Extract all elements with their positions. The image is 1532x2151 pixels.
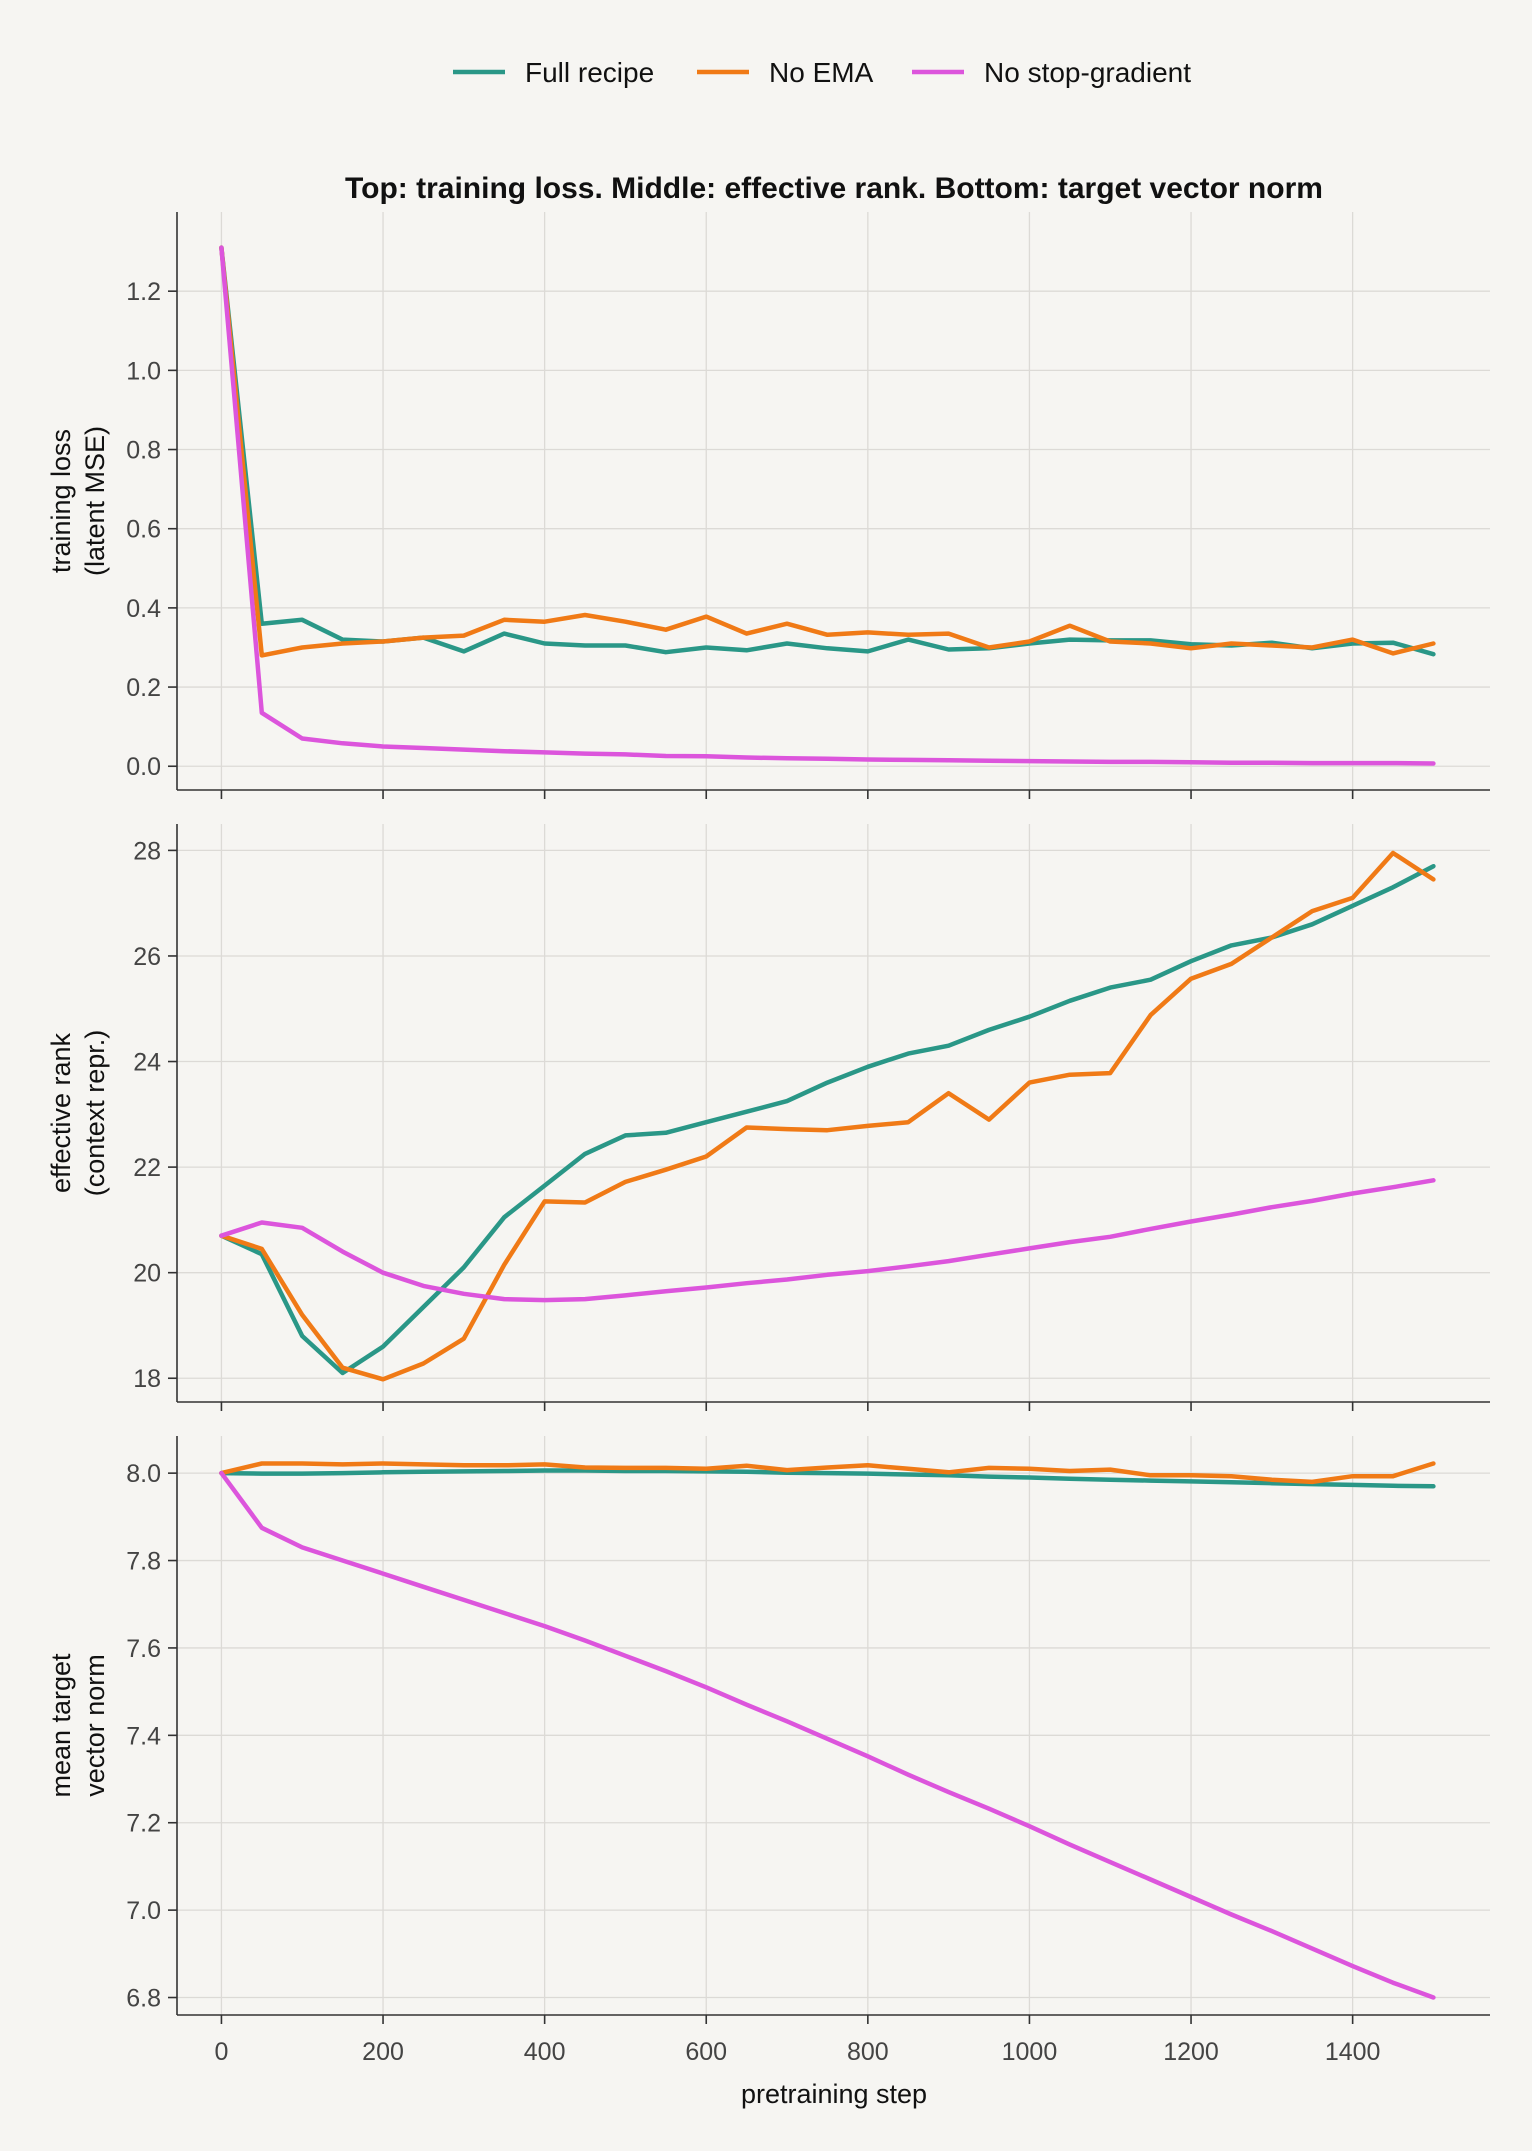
x-tick-label-0: 0 [214,2038,228,2066]
legend: Full recipe No EMA No stop-gradient [453,57,1191,88]
panel-1-ytick-label-2: 22 [133,1154,161,1182]
panel-1: 18 20 22 24 26 28 effective rank (context repr.… [46,824,1490,1411]
panel-2-y-axis-label-line-0: mean target [46,1653,76,1798]
panel-0-ytick-label-2: 0.4 [126,595,161,623]
panel-1-series-no-stop-gradient [219,1178,1436,1303]
panel-0: 0.0 0.2 0.4 0.6 0.8 1.0 1.2 training loss (laten… [46,212,1490,799]
panel-1-ytick-label-4: 26 [133,943,161,971]
panel-0-y-axis-label-line-1: (latent MSE) [80,426,110,576]
legend-label-0: Full recipe [525,57,654,88]
panel-2-y-axis-label: mean target vector norm [46,1653,110,1798]
panel-1-series-no-ema [219,850,1436,1382]
panel-1-y-axis-label: effective rank (context repr.) [46,1030,110,1197]
chart-title: Top: training loss. Middle: effective ra… [345,172,1323,205]
panel-0-y-axis-label: training loss (latent MSE) [46,426,110,576]
panels: 0.0 0.2 0.4 0.6 0.8 1.0 1.2 training loss (laten… [46,212,1490,2066]
panel-1-ytick-label-0: 18 [133,1365,161,1393]
panel-1-ytick-label-3: 24 [133,1049,161,1077]
panel-1-ytick-label-1: 20 [133,1260,161,1288]
x-tick-label-6: 1200 [1163,2038,1219,2066]
panel-2: 6.8 7.0 7.2 7.4 7.6 7.8 8.0 0 200 400 600 800 1000 12… [46,1436,1490,2066]
x-tick-label-3: 600 [685,2038,727,2066]
panel-2-series-no-stop-gradient [219,1470,1436,2000]
x-tick-label-5: 1000 [1002,2038,1058,2066]
x-tick-label-2: 400 [524,2038,566,2066]
panel-2-series-full-recipe [219,1468,1436,1489]
legend-item-1: No EMA [697,57,874,88]
panel-1-y-axis-label-line-1: (context repr.) [80,1030,110,1197]
legend-item-2: No stop-gradient [912,57,1191,88]
panel-2-ytick-label-3: 7.4 [126,1722,161,1750]
panel-1-series-full-recipe [219,863,1436,1376]
panel-2-ytick-label-6: 8.0 [126,1460,161,1488]
x-tick-label-1: 200 [362,2038,404,2066]
panel-2-ytick-label-5: 7.8 [126,1548,161,1576]
panel-0-ytick-label-1: 0.2 [126,674,161,702]
panel-1-ytick-label-5: 28 [133,837,161,865]
panel-2-y-axis-label-line-1: vector norm [80,1654,110,1797]
panel-0-ytick-label-3: 0.6 [126,516,161,544]
panel-0-ytick-label-0: 0.0 [126,753,161,781]
x-tick-label-7: 1400 [1325,2038,1381,2066]
panel-0-ytick-label-4: 0.8 [126,437,161,465]
panel-1-y-axis-label-line-0: effective rank [46,1032,76,1193]
panel-2-ytick-label-2: 7.2 [126,1810,161,1838]
legend-item-0: Full recipe [453,57,654,88]
panel-2-ytick-label-4: 7.6 [126,1635,161,1663]
panel-2-ytick-label-1: 7.0 [126,1897,161,1925]
x-axis-label: pretraining step [741,2079,927,2109]
panel-0-y-axis-label-line-0: training loss [46,429,76,573]
panel-2-series-no-ema [219,1461,1436,1485]
legend-label-2: No stop-gradient [984,57,1191,88]
panel-0-series-full-recipe [219,245,1436,657]
panel-2-ytick-label-0: 6.8 [126,1985,161,2013]
x-tick-label-4: 800 [847,2038,889,2066]
panel-0-ytick-label-6: 1.2 [126,278,161,306]
panel-0-series-no-stop-gradient [219,245,1436,766]
legend-label-1: No EMA [769,57,874,88]
panel-0-ytick-label-5: 1.0 [126,357,161,385]
panel-0-series-no-ema [219,245,1436,658]
